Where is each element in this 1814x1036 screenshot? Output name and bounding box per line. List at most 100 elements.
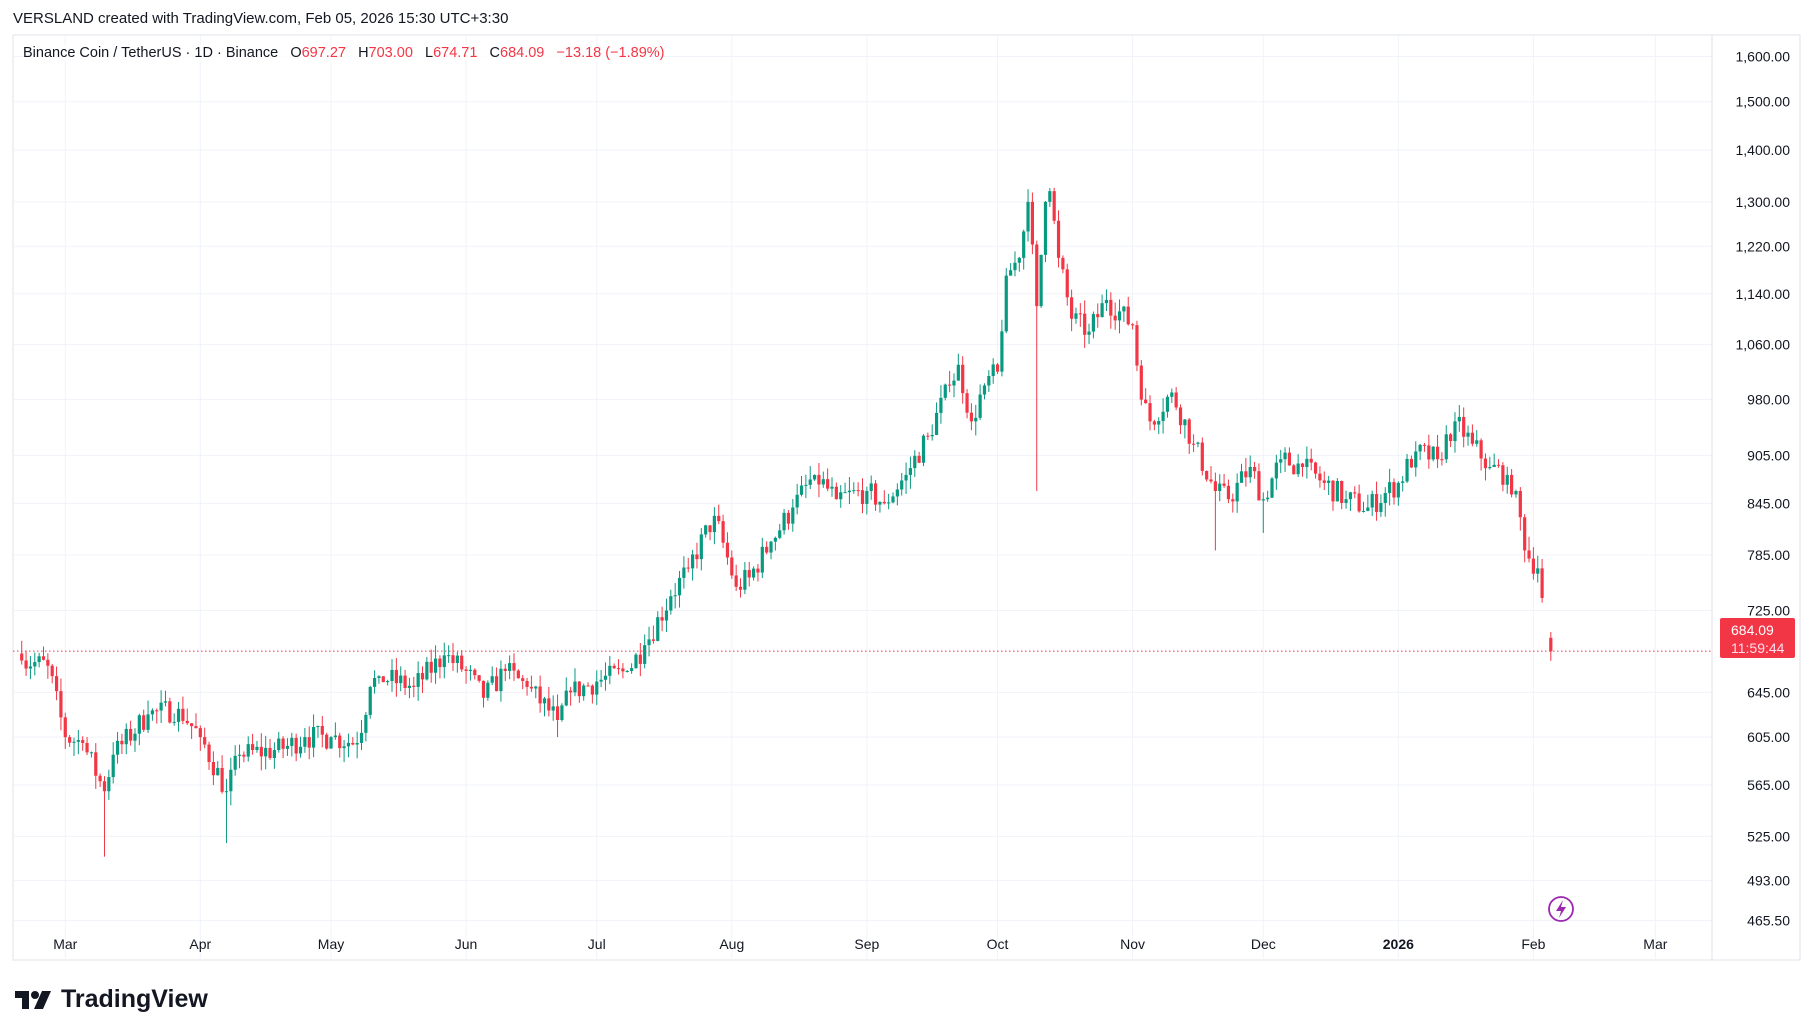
symbol-legend: Binance Coin / TetherUS · 1D · Binance O… bbox=[23, 45, 665, 61]
candle-body bbox=[965, 393, 969, 413]
price-axis[interactable]: 1,600.00 1,500.00 1,400.00 1,300.00 1,220.00… bbox=[1736, 49, 1791, 929]
candle-body bbox=[743, 569, 747, 590]
candle-body bbox=[386, 681, 390, 683]
candle-body bbox=[1043, 201, 1048, 255]
candle-body bbox=[525, 680, 529, 687]
candle-body bbox=[133, 733, 137, 741]
candle-body bbox=[751, 568, 756, 578]
candle-body bbox=[329, 737, 333, 749]
candle-body bbox=[429, 661, 433, 673]
candle-body bbox=[185, 720, 189, 724]
candle-body bbox=[1091, 314, 1095, 332]
candle-body bbox=[447, 655, 451, 657]
price-tick-label: 605.00 bbox=[1747, 729, 1790, 745]
candle-body bbox=[1056, 220, 1061, 258]
candle-body bbox=[952, 380, 956, 386]
candle-body bbox=[163, 701, 168, 703]
candle-body bbox=[281, 738, 285, 749]
candle-body bbox=[1104, 299, 1109, 304]
candle-body bbox=[1117, 311, 1122, 321]
candle-body bbox=[508, 663, 512, 671]
candle-body bbox=[603, 675, 608, 680]
candle-body bbox=[1087, 331, 1091, 335]
time-tick-label: Nov bbox=[1120, 936, 1145, 952]
price-tick-label: 1,060.00 bbox=[1736, 337, 1791, 353]
candle-body bbox=[1396, 482, 1400, 498]
candle-body bbox=[865, 491, 869, 504]
candle-body bbox=[634, 654, 638, 669]
price-tick-label: 725.00 bbox=[1747, 603, 1790, 619]
candle-body bbox=[1370, 494, 1374, 508]
candle-body bbox=[1170, 392, 1174, 397]
candle-body bbox=[765, 546, 769, 553]
candle-body bbox=[1074, 313, 1078, 319]
candle-body bbox=[1152, 421, 1156, 425]
candle-body bbox=[1283, 452, 1287, 460]
low-label: L bbox=[425, 45, 434, 61]
tradingview-logo[interactable]: TradingView bbox=[15, 985, 208, 1014]
tradingview-logo-icon bbox=[15, 990, 51, 1009]
candle-body bbox=[1196, 442, 1200, 444]
candle-body bbox=[651, 639, 655, 641]
candle-body bbox=[377, 676, 381, 679]
candle-body bbox=[1427, 445, 1431, 460]
candle-body bbox=[1205, 470, 1209, 480]
change-value: −13.18 (−1.89%) bbox=[556, 45, 665, 61]
open-label: O bbox=[290, 45, 302, 61]
candle-body bbox=[616, 668, 621, 670]
candle-body bbox=[708, 525, 712, 533]
candle-body bbox=[1540, 568, 1544, 598]
candle-body bbox=[359, 732, 364, 743]
candle-body bbox=[1157, 421, 1161, 425]
candle-body bbox=[1100, 303, 1104, 318]
symbol-title[interactable]: Binance Coin / TetherUS · 1D · Binance bbox=[23, 45, 279, 61]
candle-body bbox=[255, 746, 259, 750]
candle-body bbox=[782, 512, 786, 531]
candle-body bbox=[843, 492, 847, 494]
time-tick-label: Oct bbox=[987, 936, 1009, 952]
candle-body bbox=[1440, 459, 1444, 461]
candle-body bbox=[460, 655, 464, 670]
candle-body bbox=[590, 685, 595, 695]
candle-body bbox=[351, 742, 355, 745]
candle-body bbox=[333, 735, 337, 738]
candle-body bbox=[917, 455, 921, 463]
alert-lightning-icon[interactable] bbox=[1548, 896, 1574, 922]
candle-body bbox=[477, 675, 481, 681]
candle-body bbox=[1470, 432, 1474, 444]
time-tick-label: Apr bbox=[189, 936, 211, 952]
candle-body bbox=[46, 659, 50, 666]
price-tick-label: 565.00 bbox=[1747, 777, 1790, 793]
candle-body bbox=[691, 554, 695, 569]
candle-body bbox=[1178, 407, 1183, 426]
candles bbox=[20, 187, 1553, 857]
candle-body bbox=[1252, 467, 1257, 472]
candle-body bbox=[791, 507, 795, 524]
candle-body bbox=[1444, 434, 1448, 460]
candle-body bbox=[1009, 270, 1013, 276]
price-tick-label: 525.00 bbox=[1747, 828, 1790, 844]
candle-body bbox=[1226, 485, 1231, 500]
candle-body bbox=[37, 656, 41, 663]
candle-body bbox=[1405, 458, 1409, 482]
candle-body bbox=[1431, 446, 1435, 460]
time-tick-label: Sep bbox=[854, 936, 879, 952]
candle-body bbox=[1322, 480, 1326, 483]
candle-body bbox=[355, 742, 359, 745]
candle-body bbox=[812, 474, 817, 480]
candle-body bbox=[285, 745, 290, 749]
time-axis[interactable]: Mar Apr May Jun Jul Aug Sep Oct Nov Dec 2026 Feb Mar bbox=[53, 936, 1668, 952]
candle-body bbox=[1026, 201, 1030, 232]
price-tick-label: 980.00 bbox=[1747, 392, 1790, 408]
candle-body bbox=[224, 791, 229, 793]
candle-body bbox=[1300, 463, 1305, 468]
candle-body bbox=[930, 434, 934, 437]
candle-body bbox=[1449, 434, 1453, 442]
candle-body bbox=[1374, 494, 1379, 512]
candle-body bbox=[1287, 452, 1292, 466]
candle-body bbox=[1531, 558, 1535, 574]
candle-body bbox=[1148, 403, 1152, 422]
candle-body bbox=[699, 534, 703, 560]
candle-body bbox=[547, 698, 551, 711]
